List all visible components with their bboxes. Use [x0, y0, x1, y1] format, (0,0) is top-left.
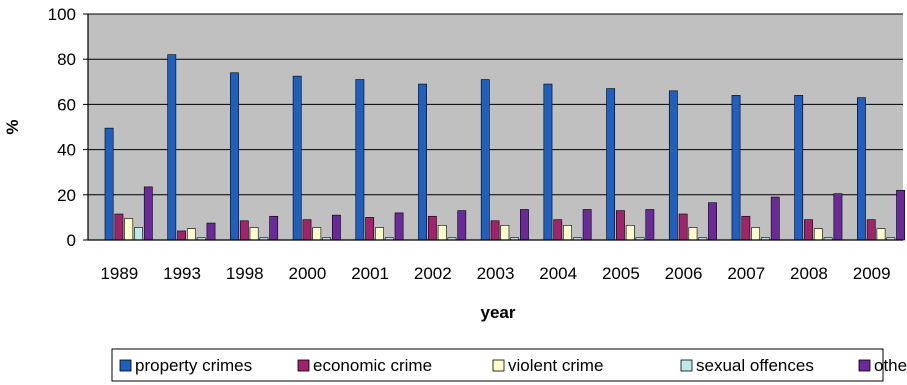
- bar-property-crimes-1998: [230, 72, 239, 241]
- y-axis-title: %: [3, 119, 22, 134]
- bar-others-2002: [457, 210, 467, 241]
- bar-others-2008: [833, 193, 843, 241]
- bar-violent-crime-2006: [688, 227, 698, 241]
- bar-violent-crime-1998: [249, 227, 259, 241]
- x-tick-label: 2004: [539, 264, 577, 283]
- legend-swatch: [680, 359, 693, 372]
- y-tick-label: 0: [67, 231, 76, 250]
- bar-violent-crime-2007: [751, 227, 761, 241]
- legend: property crimes economic crime violent cri…: [119, 356, 907, 375]
- bar-economic-crime-2007: [741, 215, 751, 241]
- x-tick-label: 2009: [853, 264, 891, 283]
- legend-label: property crimes: [135, 356, 252, 375]
- x-tick-label: 2002: [414, 264, 452, 283]
- bar-economic-crime-2004: [553, 219, 563, 241]
- x-tick-label: 2000: [289, 264, 327, 283]
- bar-property-crimes-2005: [606, 88, 616, 241]
- bar-violent-crime-2003: [500, 225, 510, 241]
- x-tick-label: 1998: [226, 264, 264, 283]
- bar-economic-crime-2009: [866, 219, 876, 241]
- x-axis-ticks: 1989 1993 1998 2000 2001 2002 2003 2004 2005 2006…: [100, 264, 890, 283]
- legend-swatch: [297, 359, 310, 372]
- bar-others-2004: [582, 209, 592, 241]
- x-tick-label: 2001: [351, 264, 389, 283]
- bar-violent-crime-2004: [563, 225, 572, 241]
- legend-swatch: [492, 359, 505, 372]
- bar-property-crimes-2000: [292, 75, 302, 241]
- bar-violent-crime-2009: [876, 228, 886, 241]
- legend-label: violent crime: [508, 356, 603, 375]
- bar-economic-crime-2008: [804, 219, 813, 241]
- legend-swatch: [858, 359, 871, 372]
- bar-property-crimes-2002: [418, 83, 427, 241]
- bars: [104, 54, 906, 241]
- bar-others-2009: [896, 189, 906, 241]
- y-tick-label: 80: [57, 50, 76, 69]
- bar-property-crimes-2009: [857, 97, 866, 241]
- bar-economic-crime-2000: [302, 219, 312, 241]
- x-tick-label: 2007: [727, 264, 765, 283]
- bar-property-crimes-2007: [731, 95, 741, 241]
- bar-violent-crime-2000: [312, 227, 322, 241]
- bar-property-crimes-2004: [543, 83, 553, 241]
- bar-others-2006: [708, 202, 717, 241]
- x-tick-label: 2003: [477, 264, 515, 283]
- x-axis-title: year: [481, 303, 516, 322]
- y-tick-label: 60: [57, 95, 76, 114]
- y-tick-label: 100: [48, 5, 76, 24]
- bar-economic-crime-1998: [239, 220, 249, 241]
- bar-others-2000: [331, 214, 341, 241]
- bar-property-crimes-2003: [480, 79, 490, 241]
- x-tick-label: 2006: [665, 264, 703, 283]
- bar-property-crimes-1989: [104, 127, 114, 241]
- y-tick-label: 20: [57, 186, 76, 205]
- bar-others-2007: [770, 196, 780, 241]
- legend-label: sexual offences: [696, 356, 814, 375]
- bar-economic-crime-2001: [365, 217, 375, 241]
- bar-violent-crime-2008: [813, 228, 823, 241]
- bar-property-crimes-2008: [794, 95, 804, 241]
- y-tick-label: 40: [57, 141, 76, 160]
- legend-swatch: [119, 359, 132, 372]
- bar-others-1989: [143, 186, 153, 241]
- bar-others-1998: [269, 215, 279, 241]
- bar-economic-crime-1993: [177, 230, 186, 241]
- bar-others-1993: [206, 222, 216, 241]
- bar-others-2005: [645, 209, 655, 241]
- bar-violent-crime-2001: [375, 227, 384, 241]
- plot-area: [88, 14, 903, 240]
- bar-economic-crime-2006: [678, 213, 688, 241]
- x-tick-label: 2005: [602, 264, 640, 283]
- bar-others-2001: [394, 212, 404, 241]
- bar-economic-crime-2005: [616, 210, 625, 241]
- x-tick-label: 2008: [790, 264, 828, 283]
- bar-violent-crime-2002: [437, 225, 447, 241]
- bar-property-crimes-2001: [355, 79, 365, 241]
- y-axis-ticks: 0 20 40 60 80 100: [48, 5, 88, 250]
- bar-violent-crime-1993: [186, 228, 196, 241]
- bar-property-crimes-2006: [668, 90, 678, 241]
- x-tick-label: 1993: [163, 264, 201, 283]
- bar-economic-crime-2002: [427, 215, 437, 241]
- bar-violent-crime-1989: [124, 218, 134, 241]
- bar-sexual-offences-1989: [134, 227, 143, 241]
- bar-economic-crime-2003: [490, 220, 500, 241]
- legend-label: others: [874, 356, 907, 375]
- bar-violent-crime-2005: [625, 225, 635, 241]
- bar-property-crimes-1993: [167, 54, 177, 241]
- bar-economic-crime-1989: [114, 213, 124, 241]
- legend-label: economic crime: [313, 356, 432, 375]
- gridlines: [88, 13, 903, 196]
- x-tick-label: 1989: [100, 264, 138, 283]
- bar-others-2003: [520, 209, 529, 241]
